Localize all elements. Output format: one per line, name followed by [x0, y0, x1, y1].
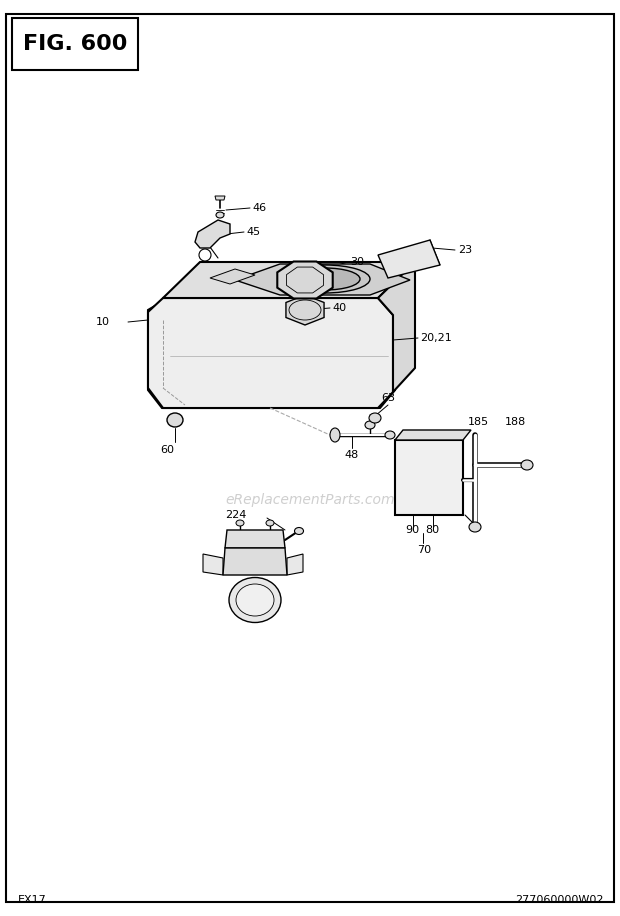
- Polygon shape: [223, 548, 287, 575]
- Text: 30: 30: [350, 257, 364, 267]
- Ellipse shape: [280, 265, 370, 293]
- Ellipse shape: [199, 249, 211, 261]
- Ellipse shape: [330, 428, 340, 442]
- Polygon shape: [395, 430, 471, 440]
- Text: 80: 80: [425, 525, 439, 535]
- Text: 23: 23: [458, 245, 472, 255]
- Ellipse shape: [369, 413, 381, 423]
- Polygon shape: [235, 264, 410, 295]
- Text: EX17: EX17: [18, 895, 46, 905]
- Ellipse shape: [521, 460, 533, 470]
- Bar: [395, 440, 463, 515]
- Polygon shape: [287, 554, 303, 575]
- Ellipse shape: [236, 520, 244, 526]
- Ellipse shape: [167, 413, 183, 427]
- Text: 45: 45: [246, 227, 260, 237]
- Text: 20,21: 20,21: [420, 333, 452, 343]
- Polygon shape: [148, 300, 395, 408]
- Ellipse shape: [236, 584, 274, 616]
- Text: 40: 40: [332, 303, 346, 313]
- Polygon shape: [378, 262, 415, 392]
- Polygon shape: [277, 262, 333, 299]
- Text: 70: 70: [417, 545, 431, 555]
- Text: eReplacementParts.com: eReplacementParts.com: [225, 493, 395, 507]
- Polygon shape: [163, 262, 415, 298]
- Ellipse shape: [385, 431, 395, 439]
- Bar: [12, 18, 138, 70]
- Ellipse shape: [216, 212, 224, 218]
- Ellipse shape: [469, 522, 481, 532]
- Text: 90: 90: [405, 525, 419, 535]
- Polygon shape: [203, 554, 223, 575]
- Ellipse shape: [229, 577, 281, 623]
- Polygon shape: [165, 268, 415, 300]
- Text: 63: 63: [381, 393, 395, 403]
- Ellipse shape: [365, 421, 375, 429]
- Text: 185: 185: [468, 417, 489, 427]
- Polygon shape: [215, 196, 225, 200]
- Polygon shape: [195, 220, 230, 248]
- Text: FIG. 600: FIG. 600: [23, 34, 127, 54]
- Ellipse shape: [290, 268, 360, 290]
- Text: 10: 10: [96, 317, 110, 327]
- Polygon shape: [148, 298, 393, 408]
- Polygon shape: [210, 269, 255, 284]
- Polygon shape: [225, 530, 285, 548]
- Text: 60: 60: [160, 445, 174, 455]
- Text: 46: 46: [252, 203, 266, 213]
- Text: 277060000W02: 277060000W02: [515, 895, 604, 905]
- Ellipse shape: [294, 528, 304, 535]
- Text: 48: 48: [344, 450, 358, 460]
- Polygon shape: [286, 295, 324, 325]
- Text: 188: 188: [505, 417, 526, 427]
- Text: 224: 224: [225, 510, 246, 520]
- Ellipse shape: [266, 520, 274, 526]
- Polygon shape: [378, 240, 440, 278]
